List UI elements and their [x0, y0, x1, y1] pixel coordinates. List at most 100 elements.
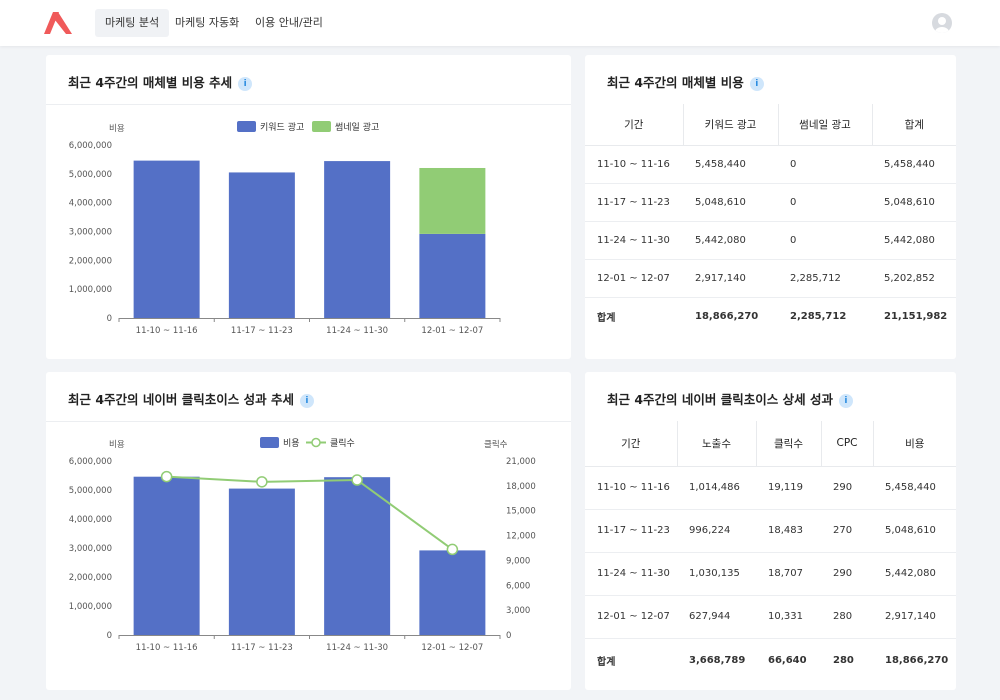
cost-trend-chart: 비용 0 1,000,000 2,000,000 3,000,000 4,000,000 5…	[69, 121, 501, 336]
y-right-tick-label: 21,000	[506, 457, 536, 467]
legend-label-keyword: 키워드 광고	[260, 121, 304, 133]
table-header-row: 기간 키워드 광고 썸네일 광고 합계	[585, 104, 956, 146]
x-tick-label: 11-24 ~ 11-30	[326, 326, 388, 336]
legend-swatch-keyword	[237, 121, 256, 132]
line-point	[351, 474, 363, 486]
table-row: 11-10 ~ 11-16 5,458,440 0 5,458,440	[585, 145, 956, 184]
legend-label-thumbnail: 썸네일 광고	[335, 121, 379, 133]
cost-table-card: 최근 4주간의 매체별 비용 i 기간 키워드 광고 썸네일 광고 합계 11-10 ~ …	[585, 55, 956, 359]
table-total-cell: 3,668,789	[689, 654, 746, 666]
x-tick-label: 11-24 ~ 11-30	[326, 643, 388, 653]
table-cell: 2,285,712	[778, 259, 872, 298]
info-icon[interactable]: i	[838, 394, 853, 408]
table-header-cell[interactable]: 비용	[873, 421, 956, 467]
table-cell: 5,458,440	[873, 466, 956, 510]
table-cell: 5,048,610	[873, 509, 956, 553]
x-tick-label: 11-10 ~ 11-16	[136, 643, 198, 653]
x-tick-label: 11-17 ~ 11-23	[231, 326, 293, 336]
table-header-cell[interactable]: 클릭수	[756, 421, 822, 467]
table-cell: 5,442,080	[683, 221, 778, 260]
y-tick-label: 5,000,000	[69, 486, 112, 496]
y-tick-label: 6,000,000	[69, 457, 112, 467]
table-cell: 0	[778, 221, 872, 260]
nav-item-usage-guide[interactable]: 이용 안내/관리	[255, 16, 323, 29]
info-icon[interactable]: i	[238, 77, 253, 91]
table-cell: 12-01 ~ 12-07	[585, 595, 677, 639]
table-total-row: 합계 3,668,789 66,640 280 18,866,270	[585, 638, 956, 682]
bar-primary	[228, 488, 295, 635]
click-table-title: 최근 4주간의 네이버 클릭초이스 상세 성과 i	[607, 389, 853, 408]
nav-item-marketing-analysis[interactable]: 마케팅 분석	[95, 9, 170, 37]
brand-logo-icon[interactable]	[44, 12, 72, 34]
click-trend-chart: 비용 0 1,000,000 2,000,000 3,000,000 4,000,000 5…	[69, 437, 536, 653]
table-cell: 11-10 ~ 11-16	[585, 145, 683, 184]
legend-swatch-cost	[260, 437, 279, 448]
line-point	[160, 470, 173, 483]
info-icon[interactable]: i	[749, 77, 764, 91]
table-header-cell[interactable]: CPC	[821, 421, 874, 467]
table-total-cell: 280	[833, 654, 854, 666]
table-total-cell: 66,640	[768, 654, 807, 666]
table-cell: 5,048,610	[872, 183, 956, 222]
table-cell: 1,014,486	[677, 466, 756, 510]
table-cell: 996,224	[677, 509, 756, 553]
click-table-card: 최근 4주간의 네이버 클릭초이스 상세 성과 i 기간 노출수 클릭수 CPC 비용 11…	[585, 372, 956, 690]
x-tick-label: 12-01 ~ 12-07	[421, 326, 483, 336]
cost-trend-card: 최근 4주간의 매체별 비용 추세 i 비용 0 1,000,000 2,000,000…	[46, 55, 571, 359]
y-tick-label: 2,000,000	[69, 256, 112, 266]
table-cell: 11-24 ~ 11-30	[585, 221, 683, 260]
table-cell: 10,331	[756, 595, 821, 639]
info-icon[interactable]: i	[299, 394, 314, 408]
line-point	[256, 476, 268, 488]
y-right-tick-label: 12,000	[506, 532, 536, 542]
nav-item-marketing-automation[interactable]: 마케팅 자동화	[175, 16, 240, 29]
user-avatar-icon[interactable]	[932, 13, 952, 33]
table-cell: 290	[821, 466, 873, 510]
table-row: 11-10 ~ 11-16 1,014,486 19,119 290 5,458,440	[585, 466, 956, 510]
table-row: 11-17 ~ 11-23 5,048,610 0 5,048,610	[585, 183, 956, 222]
bar-primary	[133, 160, 200, 318]
line-point	[446, 543, 459, 556]
y-axis-label: 비용	[109, 124, 125, 134]
y-tick-label: 2,000,000	[69, 573, 112, 583]
y-tick-label: 3,000,000	[69, 228, 112, 238]
y-tick-label: 4,000,000	[69, 199, 112, 209]
table-cell: 11-10 ~ 11-16	[585, 466, 677, 510]
click-trend-card: 최근 4주간의 네이버 클릭초이스 성과 추세 i 비용 0 1,000,000 2,0…	[46, 372, 571, 690]
click-trend-title: 최근 4주간의 네이버 클릭초이스 성과 추세 i	[68, 389, 314, 408]
table-cell: 5,048,610	[683, 183, 778, 222]
table-header-cell[interactable]: 키워드 광고	[683, 104, 779, 146]
table-total-cell: 21,151,982	[884, 310, 948, 322]
bar-primary	[228, 172, 295, 318]
y-tick-label: 6,000,000	[69, 141, 112, 151]
x-tick-label: 11-17 ~ 11-23	[231, 643, 293, 653]
legend-label-cost: 비용	[283, 438, 300, 449]
cost-trend-title: 최근 4주간의 매체별 비용 추세 i	[68, 72, 253, 91]
table-total-cell: 2,285,712	[790, 310, 847, 322]
table-header-cell[interactable]: 기간	[585, 421, 678, 467]
y-right-tick-label: 0	[506, 631, 511, 641]
table-cell: 5,202,852	[872, 259, 956, 298]
y-right-tick-label: 6,000	[506, 581, 530, 591]
bar-primary	[133, 476, 200, 635]
table-total-cell: 18,866,270	[885, 654, 949, 666]
bar-primary	[324, 161, 391, 318]
y-right-tick-label: 15,000	[506, 507, 536, 517]
y-tick-label: 4,000,000	[69, 515, 112, 525]
table-cell: 280	[821, 595, 873, 639]
table-row: 11-24 ~ 11-30 1,030,135 18,707 290 5,442,080	[585, 552, 956, 596]
table-cell: 270	[821, 509, 873, 553]
table-header-cell[interactable]: 기간	[585, 104, 684, 146]
table-cell: 11-24 ~ 11-30	[585, 552, 677, 596]
table-header-cell[interactable]: 합계	[872, 104, 956, 146]
table-cell: 12-01 ~ 12-07	[585, 259, 683, 298]
table-header-cell[interactable]: 썸네일 광고	[778, 104, 873, 146]
table-row: 12-01 ~ 12-07 627,944 10,331 280 2,917,140	[585, 595, 956, 639]
top-navigation-bar: 마케팅 분석 마케팅 자동화 이용 안내/관리	[0, 0, 1000, 46]
table-cell: 11-17 ~ 11-23	[585, 183, 683, 222]
y-tick-label: 0	[107, 631, 112, 641]
x-tick-label: 11-10 ~ 11-16	[136, 326, 198, 336]
table-row: 11-17 ~ 11-23 996,224 18,483 270 5,048,610	[585, 509, 956, 553]
table-cell: 0	[778, 145, 872, 184]
table-header-cell[interactable]: 노출수	[677, 421, 757, 467]
